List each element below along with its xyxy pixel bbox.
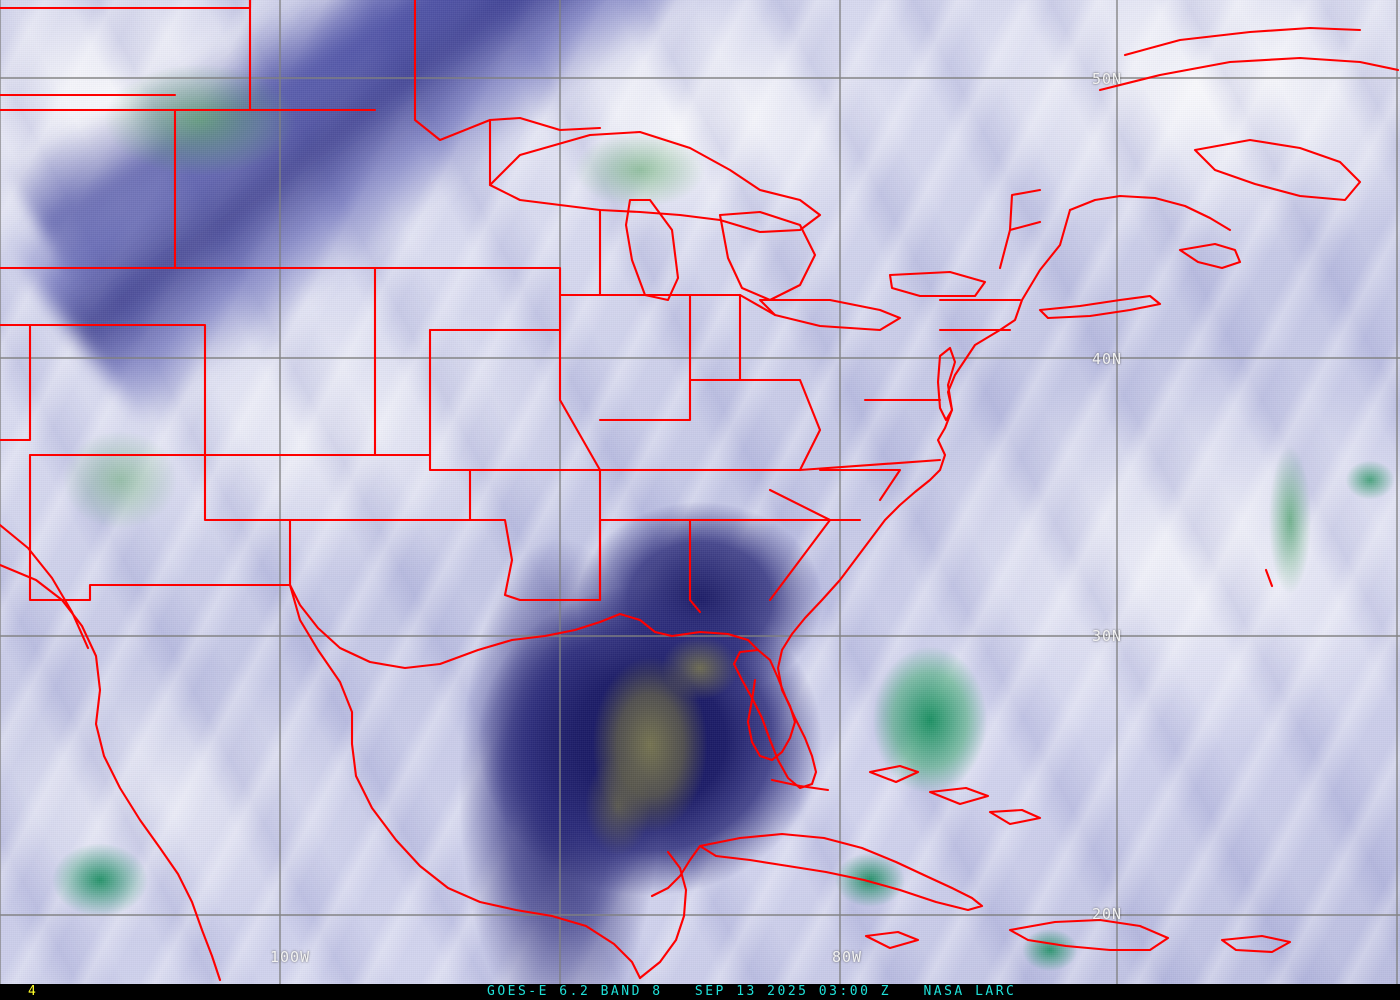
state-line-nc-sc xyxy=(818,468,902,502)
state-line-ok-tx xyxy=(198,518,432,587)
canada-us-border xyxy=(0,0,252,10)
satellite-label: GOES-E 6.2 BAND 8 xyxy=(487,984,663,999)
bahamas-2 xyxy=(928,786,990,806)
lake-superior xyxy=(488,130,822,234)
lake-ontario xyxy=(888,270,987,298)
jamaica xyxy=(864,930,920,950)
status-bar: 4 GOES-E 6.2 BAND 8 SEP 13 2025 03:00 Z … xyxy=(0,984,1400,1000)
state-line-ga-sc xyxy=(768,488,832,602)
frame-number: 4 xyxy=(28,984,36,999)
cuba xyxy=(698,832,984,912)
baja-california xyxy=(0,523,90,650)
cape-cod xyxy=(1178,242,1242,270)
caption: GOES-E 6.2 BAND 8 SEP 13 2025 03:00 Z NA… xyxy=(487,984,1038,1000)
texas-mexico-border xyxy=(288,583,642,980)
gulf-st-lawrence xyxy=(1123,26,1362,57)
yucatan-coast xyxy=(638,850,688,980)
great-lakes-shore-mn-wi xyxy=(488,116,602,187)
new-england-coast xyxy=(1068,194,1232,232)
state-line-mo-il xyxy=(558,328,602,472)
lake-erie xyxy=(758,298,902,332)
mexico-pacific-coast xyxy=(0,563,222,982)
bahamas-1 xyxy=(868,764,920,784)
state-line-nm-tx xyxy=(28,453,202,602)
gulf-coastline xyxy=(288,583,760,670)
state-line-co-nm xyxy=(28,323,207,457)
longitude-label-100w: 100W xyxy=(270,948,311,966)
florida-keys xyxy=(770,778,830,792)
state-line-mn-wi xyxy=(413,0,492,142)
state-line-oh-wv xyxy=(738,378,822,472)
newfoundland-coast xyxy=(1098,56,1400,92)
latitude-label-30n: 30N xyxy=(1092,627,1123,645)
lake-huron xyxy=(718,210,817,302)
state-line-al-ga xyxy=(688,518,702,614)
central-america xyxy=(650,844,702,898)
puerto-rico xyxy=(1220,934,1292,954)
state-line-ks-ok xyxy=(203,453,432,522)
state-line-mt-wy xyxy=(0,108,177,270)
state-line-ut-co xyxy=(0,323,32,442)
state-line-ny-pa xyxy=(998,220,1042,270)
lesser-antilles xyxy=(1264,568,1274,588)
hispaniola xyxy=(1008,918,1170,952)
latitude-label-20n: 20N xyxy=(1092,905,1123,923)
state-line-mi-oh xyxy=(738,293,777,317)
state-line-mn-ia xyxy=(373,266,562,297)
lake-michigan xyxy=(624,198,680,302)
florida-peninsula xyxy=(732,648,818,790)
bahamas-3 xyxy=(988,808,1042,826)
state-line-ia-mo xyxy=(428,293,602,332)
long-island xyxy=(1038,294,1162,320)
state-line-mississippi-river xyxy=(468,468,602,602)
nova-scotia xyxy=(1193,138,1362,202)
chesapeake-bay xyxy=(936,346,957,422)
state-line-nc-va xyxy=(798,458,942,472)
latitude-label-40n: 40N xyxy=(1092,350,1123,368)
atlantic-coastline xyxy=(746,208,1072,762)
state-line-in-oh xyxy=(688,293,742,382)
latitude-label-50n: 50N xyxy=(1092,70,1123,88)
timestamp-label: SEP 13 2025 03:00 Z xyxy=(694,984,892,999)
longitude-label-80w: 80W xyxy=(832,948,863,966)
state-line-wy-ne xyxy=(173,266,377,332)
provider-label: NASA LARC xyxy=(923,984,1017,999)
state-line-ny-vt-nh xyxy=(1008,188,1042,232)
